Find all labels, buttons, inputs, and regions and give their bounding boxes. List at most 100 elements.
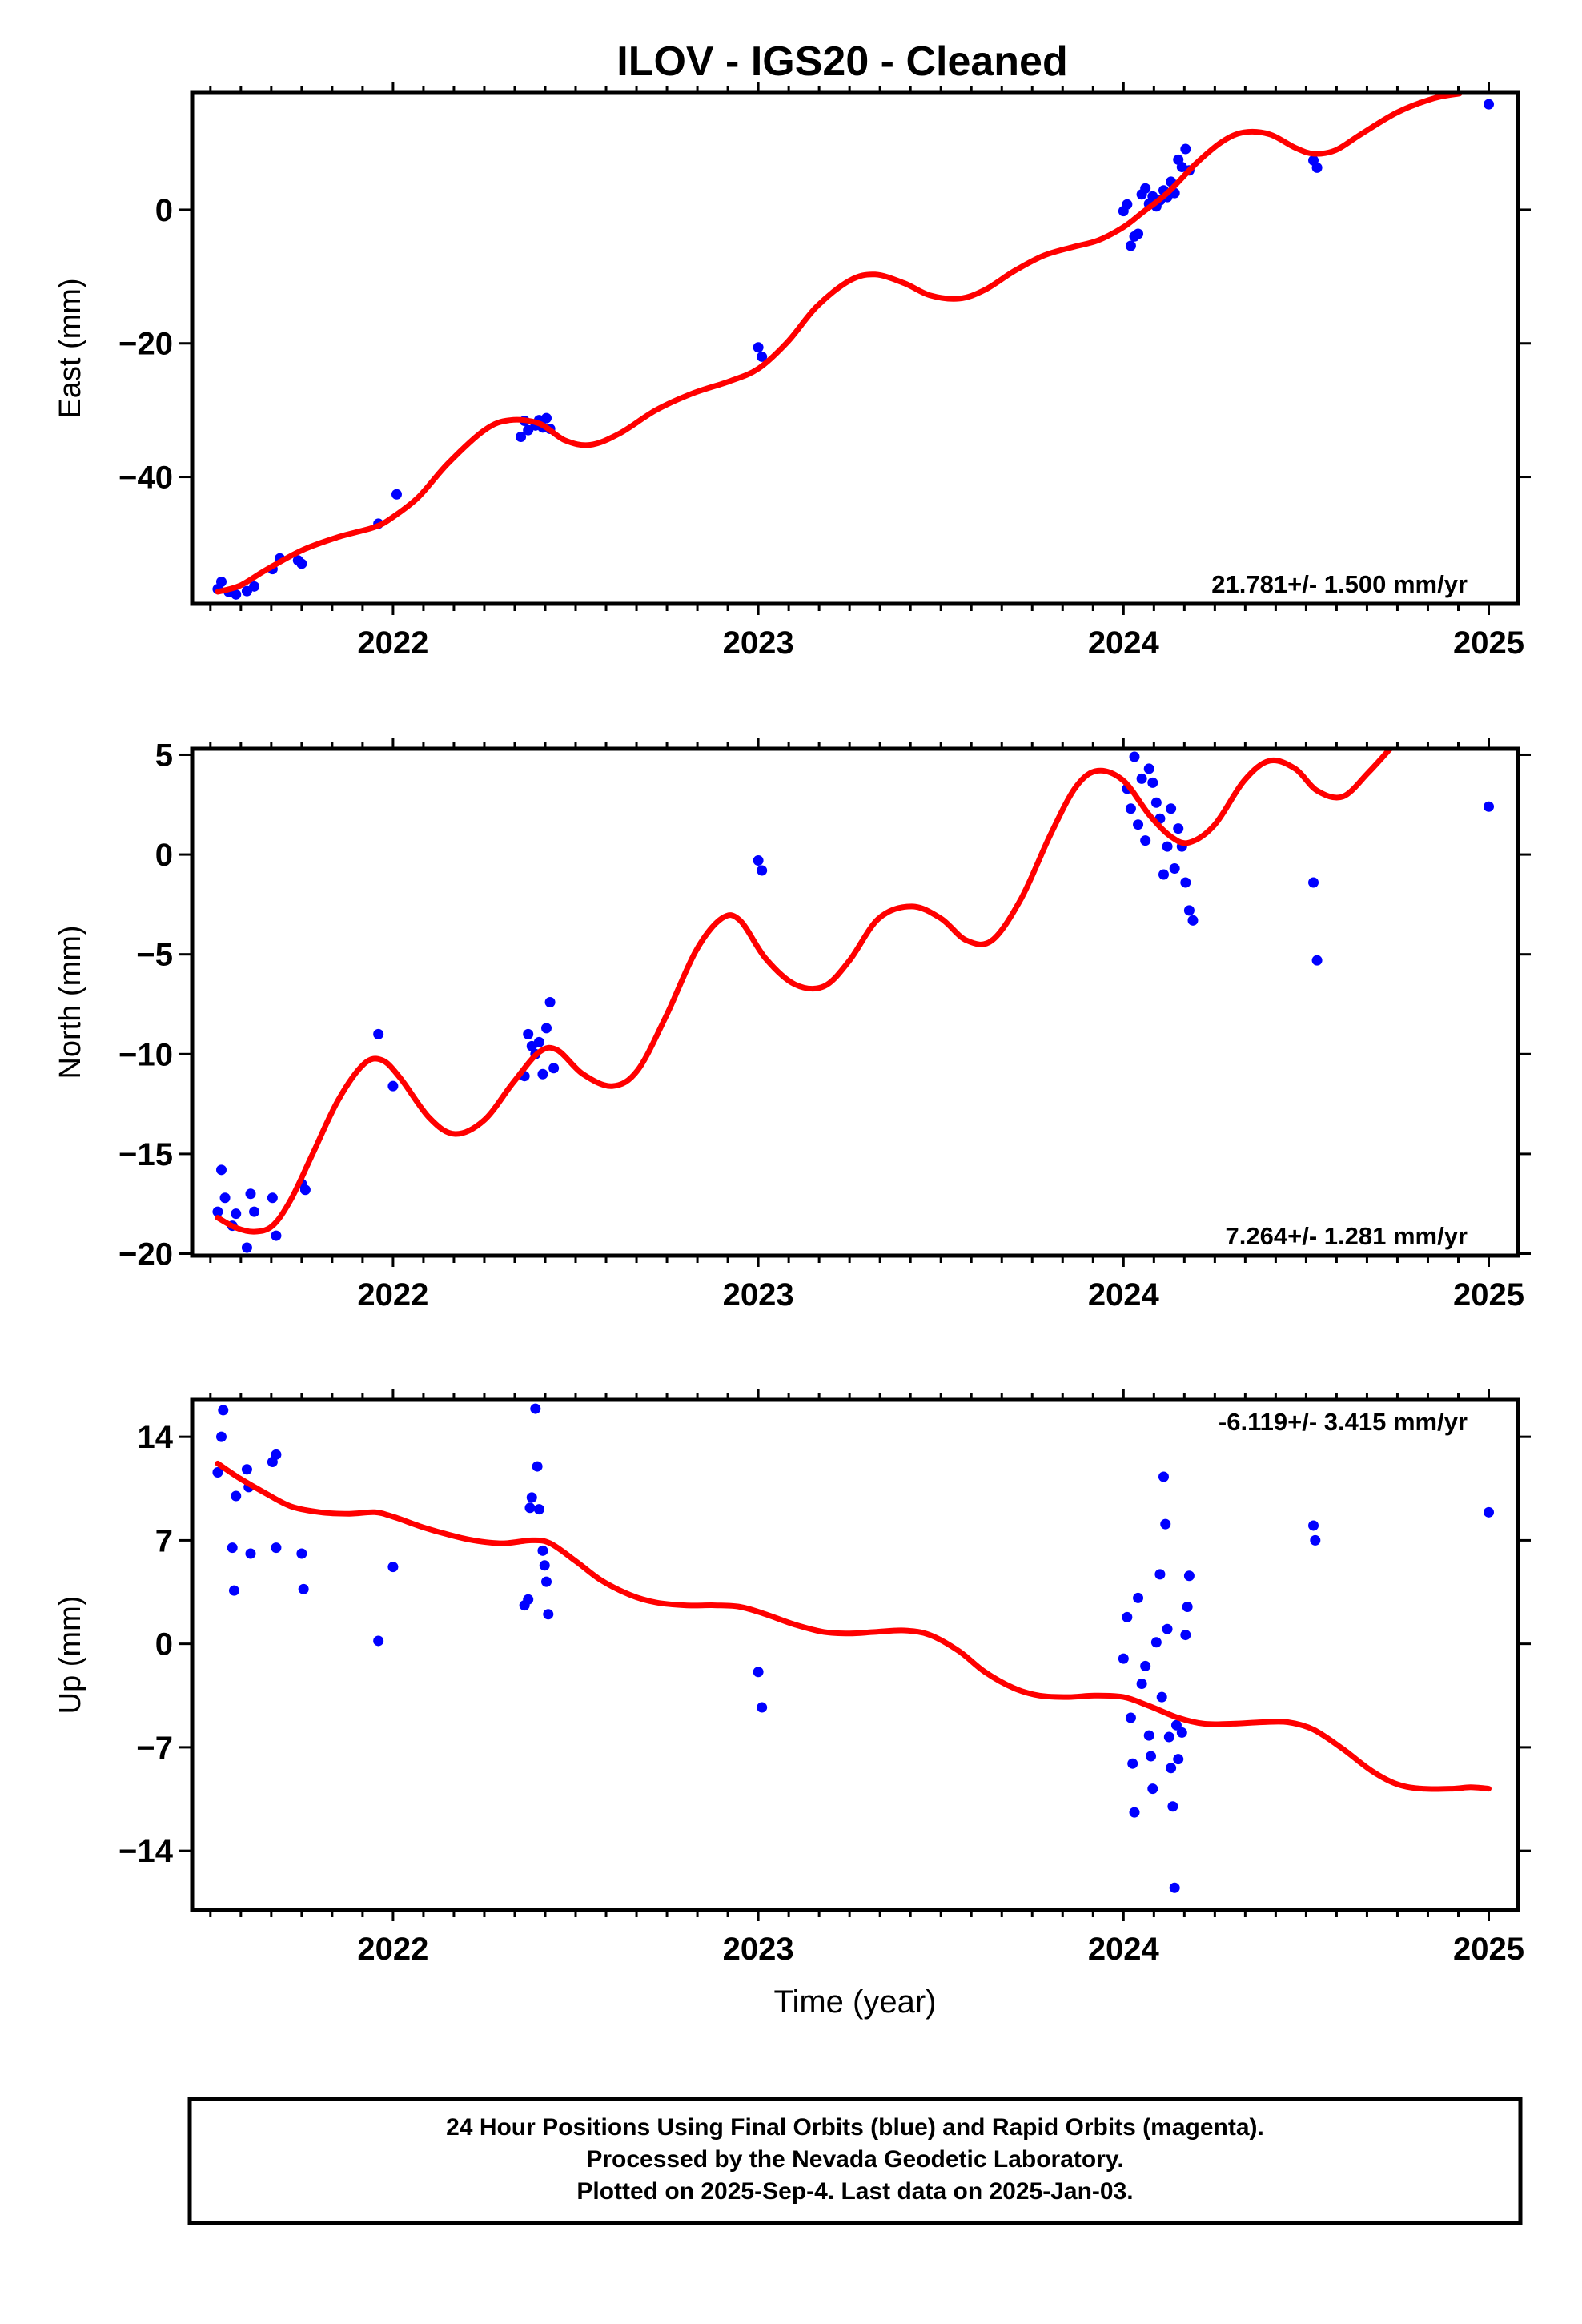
east-panel: 2022 2023 2024 2025 0 −20 −40 East (mm) 21.781+/… <box>54 82 1531 661</box>
north-data-point <box>245 1188 256 1200</box>
up-data-point <box>296 1548 307 1559</box>
east-x-tick-label: 2024 <box>1088 625 1160 661</box>
north-data-point <box>1169 863 1180 875</box>
north-data-point <box>219 1192 231 1204</box>
up-data-point <box>1170 1719 1182 1731</box>
up-x-tick-label: 2023 <box>723 1932 794 1967</box>
north-data-point <box>1162 841 1173 852</box>
up-data-point <box>1162 1623 1173 1634</box>
up-data-point <box>1167 1801 1178 1812</box>
up-data-point <box>1176 1727 1187 1738</box>
footer-line-2: Processed by the Nevada Geodetic Laborat… <box>586 2146 1123 2173</box>
north-rate-label: 7.264+/- 1.281 mm/yr <box>1226 1222 1468 1250</box>
north-data-point <box>1125 803 1136 814</box>
north-y-tick-label: −10 <box>118 1037 173 1072</box>
north-data-point <box>1484 801 1495 812</box>
north-data-point <box>753 855 764 866</box>
north-data-point <box>1183 905 1195 916</box>
east-y-tick-label: 0 <box>155 193 173 228</box>
up-data-point <box>1166 1763 1177 1774</box>
north-data-point <box>1180 877 1191 888</box>
up-data-point <box>298 1583 309 1594</box>
up-data-point <box>218 1405 229 1416</box>
up-data-point <box>539 1560 550 1571</box>
north-frame <box>190 746 1520 1258</box>
north-data-point <box>541 1023 552 1034</box>
footer-line-1: 24 Hour Positions Using Final Orbits (bl… <box>446 2114 1264 2141</box>
up-data-point <box>1122 1611 1133 1622</box>
up-x-axis-label: Time (year) <box>774 1984 937 2020</box>
north-data-point <box>1143 763 1154 774</box>
east-y-tick-label: −40 <box>118 460 173 496</box>
up-data-point <box>245 1548 256 1559</box>
east-x-tick-label: 2022 <box>357 625 428 661</box>
north-data-point <box>231 1208 242 1220</box>
up-data-point <box>241 1464 252 1475</box>
north-panel: 2022 2023 2024 2025 5 0 −5 −10 −15 −20 North (mm) 7… <box>54 738 1531 1313</box>
up-data-point <box>1156 1691 1167 1703</box>
north-data-point <box>271 1230 282 1241</box>
up-data-point <box>537 1545 548 1556</box>
east-data-point <box>1180 143 1191 155</box>
footer-box: 24 Hour Positions Using Final Orbits (bl… <box>187 2097 1523 2225</box>
east-data-point <box>541 412 552 424</box>
north-x-tick-label: 2024 <box>1088 1277 1160 1313</box>
north-data-point <box>387 1080 399 1092</box>
up-data-point <box>1146 1751 1157 1762</box>
east-data-point <box>753 342 764 353</box>
up-data-point <box>1133 1592 1144 1603</box>
up-data-point <box>1154 1569 1166 1580</box>
up-data-point <box>1150 1637 1162 1648</box>
north-y-tick-label: −15 <box>118 1137 173 1172</box>
up-panel: 2022 2023 2024 2025 14 7 0 −7 −14 Up (mm) Time (ye… <box>54 1389 1531 2020</box>
up-data-point <box>1140 1660 1151 1671</box>
up-data-point <box>523 1594 534 1605</box>
east-x-tick-label: 2023 <box>723 625 794 661</box>
east-data-point <box>516 432 527 443</box>
east-data-point <box>1311 162 1323 173</box>
chart-title: ILOV - IGS20 - Cleaned <box>616 38 1067 85</box>
north-data-point <box>1187 915 1199 926</box>
up-data-point <box>1182 1601 1193 1612</box>
footer-frame <box>187 2097 1523 2225</box>
up-data-point <box>228 1585 239 1596</box>
north-data-point <box>1311 955 1323 966</box>
up-data-point <box>212 1466 223 1478</box>
up-y-tick-label: 0 <box>155 1627 173 1663</box>
footer-line-3: Plotted on 2025-Sep-4. Last data on 2025… <box>576 2178 1133 2205</box>
up-data-point <box>1173 1754 1184 1765</box>
east-data-point <box>1484 99 1495 110</box>
up-data-point <box>1163 1731 1174 1743</box>
north-y-tick-label: 5 <box>155 738 173 773</box>
north-data-point <box>249 1206 260 1217</box>
up-data-point <box>373 1635 384 1647</box>
up-data-point <box>543 1609 554 1620</box>
up-y-tick-label: −14 <box>118 1834 174 1869</box>
north-data-point <box>1150 797 1162 808</box>
up-data-point <box>1308 1520 1319 1531</box>
east-frame <box>190 90 1520 606</box>
up-fit-line <box>215 1460 1492 1792</box>
north-data-point <box>1173 823 1184 834</box>
north-data-point <box>544 997 556 1007</box>
up-data-point <box>753 1667 764 1678</box>
up-data-point <box>231 1490 242 1502</box>
east-data-point <box>1122 199 1133 210</box>
east-y-axis-label: East (mm) <box>54 278 87 418</box>
north-plot-area <box>212 749 1495 1253</box>
up-data-point <box>215 1431 227 1442</box>
up-data-point <box>526 1492 537 1503</box>
north-data-point <box>1158 869 1169 880</box>
east-data-point <box>1125 240 1136 251</box>
up-data-point <box>271 1542 282 1554</box>
east-x-tick-label: 2025 <box>1453 625 1524 661</box>
up-data-point <box>1183 1570 1195 1582</box>
up-data-point <box>1158 1471 1169 1482</box>
north-data-point <box>1129 751 1140 762</box>
north-y-tick-label: −20 <box>118 1237 173 1273</box>
north-data-point <box>299 1184 311 1196</box>
east-plot-area <box>212 93 1495 600</box>
north-data-point <box>241 1242 252 1253</box>
up-data-point <box>533 1504 544 1515</box>
north-data-point <box>1136 773 1147 784</box>
